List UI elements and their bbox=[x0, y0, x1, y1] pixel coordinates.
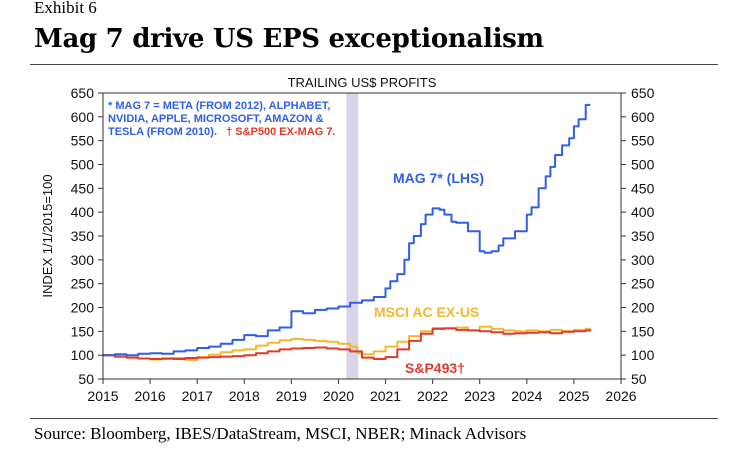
source-note: Source: Bloomberg, IBES/DataStream, MSCI… bbox=[34, 424, 527, 443]
x-tick-label: 2025 bbox=[558, 388, 589, 404]
series-line-1 bbox=[103, 325, 592, 361]
bottom-rule bbox=[30, 418, 718, 419]
y-left-tick-label: 250 bbox=[71, 276, 95, 292]
series-line-2 bbox=[103, 327, 592, 360]
y-right-tick-label: 150 bbox=[631, 323, 655, 339]
y-right-tick-label: 250 bbox=[631, 276, 655, 292]
series-label-msci: MSCI AC EX-US bbox=[374, 304, 479, 320]
y-left-tick-label: 150 bbox=[71, 323, 95, 339]
y-left-tick-label: 200 bbox=[71, 300, 95, 316]
footnote-line-3: TESLA (FROM 2010). † S&P500 EX-MAG 7. bbox=[108, 126, 336, 138]
y-left-tick-label: 50 bbox=[78, 371, 94, 387]
y-right-tick-label: 400 bbox=[631, 204, 655, 220]
y-left-tick-label: 450 bbox=[71, 180, 95, 196]
y-right-tick-label: 300 bbox=[631, 252, 655, 268]
y-right-tick-label: 450 bbox=[631, 180, 655, 196]
x-tick-label: 2017 bbox=[182, 388, 213, 404]
series-label-sp493: S&P493† bbox=[405, 360, 465, 376]
x-tick-label: 2015 bbox=[87, 388, 118, 404]
series-layer bbox=[103, 103, 592, 361]
y-right-tick-label: 350 bbox=[631, 228, 655, 244]
footnote-line-2: NVIDIA, APPLE, MICROSOFT, AMAZON & bbox=[108, 113, 324, 125]
chart-title: TRAILING US$ PROFITS bbox=[288, 75, 437, 90]
recession-shading bbox=[346, 93, 359, 379]
y-left-tick-label: 600 bbox=[71, 109, 95, 125]
x-tick-label: 2026 bbox=[605, 388, 636, 404]
y-right-tick-label: 200 bbox=[631, 300, 655, 316]
series-label-mag7: MAG 7* (LHS) bbox=[393, 170, 484, 186]
x-tick-label: 2023 bbox=[464, 388, 495, 404]
y-left-tick-label: 300 bbox=[71, 252, 95, 268]
exhibit-label: Exhibit 6 bbox=[34, 0, 97, 17]
y-right-tick-label: 550 bbox=[631, 133, 655, 149]
x-axis: 2015 2016 2017 2018 2019 2020 2021 2022 2023 2024… bbox=[87, 379, 637, 404]
y-right-tick-label: 500 bbox=[631, 157, 655, 173]
left-axis: 50 100 150 200 250 300 350 400 450 500 550 600 650 bbox=[71, 85, 103, 387]
y-left-tick-label: 500 bbox=[71, 157, 95, 173]
x-tick-label: 2022 bbox=[417, 388, 448, 404]
y-left-tick-label: 100 bbox=[71, 347, 95, 363]
footnote-line-3-blue: TESLA (FROM 2010). bbox=[108, 126, 217, 138]
y-right-tick-label: 100 bbox=[631, 347, 655, 363]
headline: Mag 7 drive US EPS exceptionalism bbox=[34, 24, 544, 54]
right-axis: 50 100 150 200 250 300 350 400 450 500 550 600 650 bbox=[621, 85, 655, 387]
y-left-tick-label: 350 bbox=[71, 228, 95, 244]
x-tick-label: 2018 bbox=[229, 388, 260, 404]
y-right-tick-label: 600 bbox=[631, 109, 655, 125]
top-rule bbox=[30, 64, 718, 65]
y-left-tick-label: 550 bbox=[71, 133, 95, 149]
footnote-line-1: * MAG 7 = META (FROM 2012), ALPHABET, bbox=[108, 100, 330, 112]
x-tick-label: 2016 bbox=[135, 388, 166, 404]
x-tick-label: 2024 bbox=[511, 388, 542, 404]
series-line-0 bbox=[103, 103, 591, 357]
y-right-tick-label: 50 bbox=[631, 371, 647, 387]
x-tick-label: 2021 bbox=[370, 388, 401, 404]
y-left-tick-label: 650 bbox=[71, 85, 95, 101]
x-tick-label: 2020 bbox=[323, 388, 354, 404]
y-axis-label: INDEX 1/1/2015=100 bbox=[40, 174, 55, 297]
y-left-tick-label: 400 bbox=[71, 204, 95, 220]
footnote-red: † S&P500 EX-MAG 7. bbox=[226, 126, 335, 138]
y-right-tick-label: 650 bbox=[631, 85, 655, 101]
x-tick-label: 2019 bbox=[276, 388, 307, 404]
